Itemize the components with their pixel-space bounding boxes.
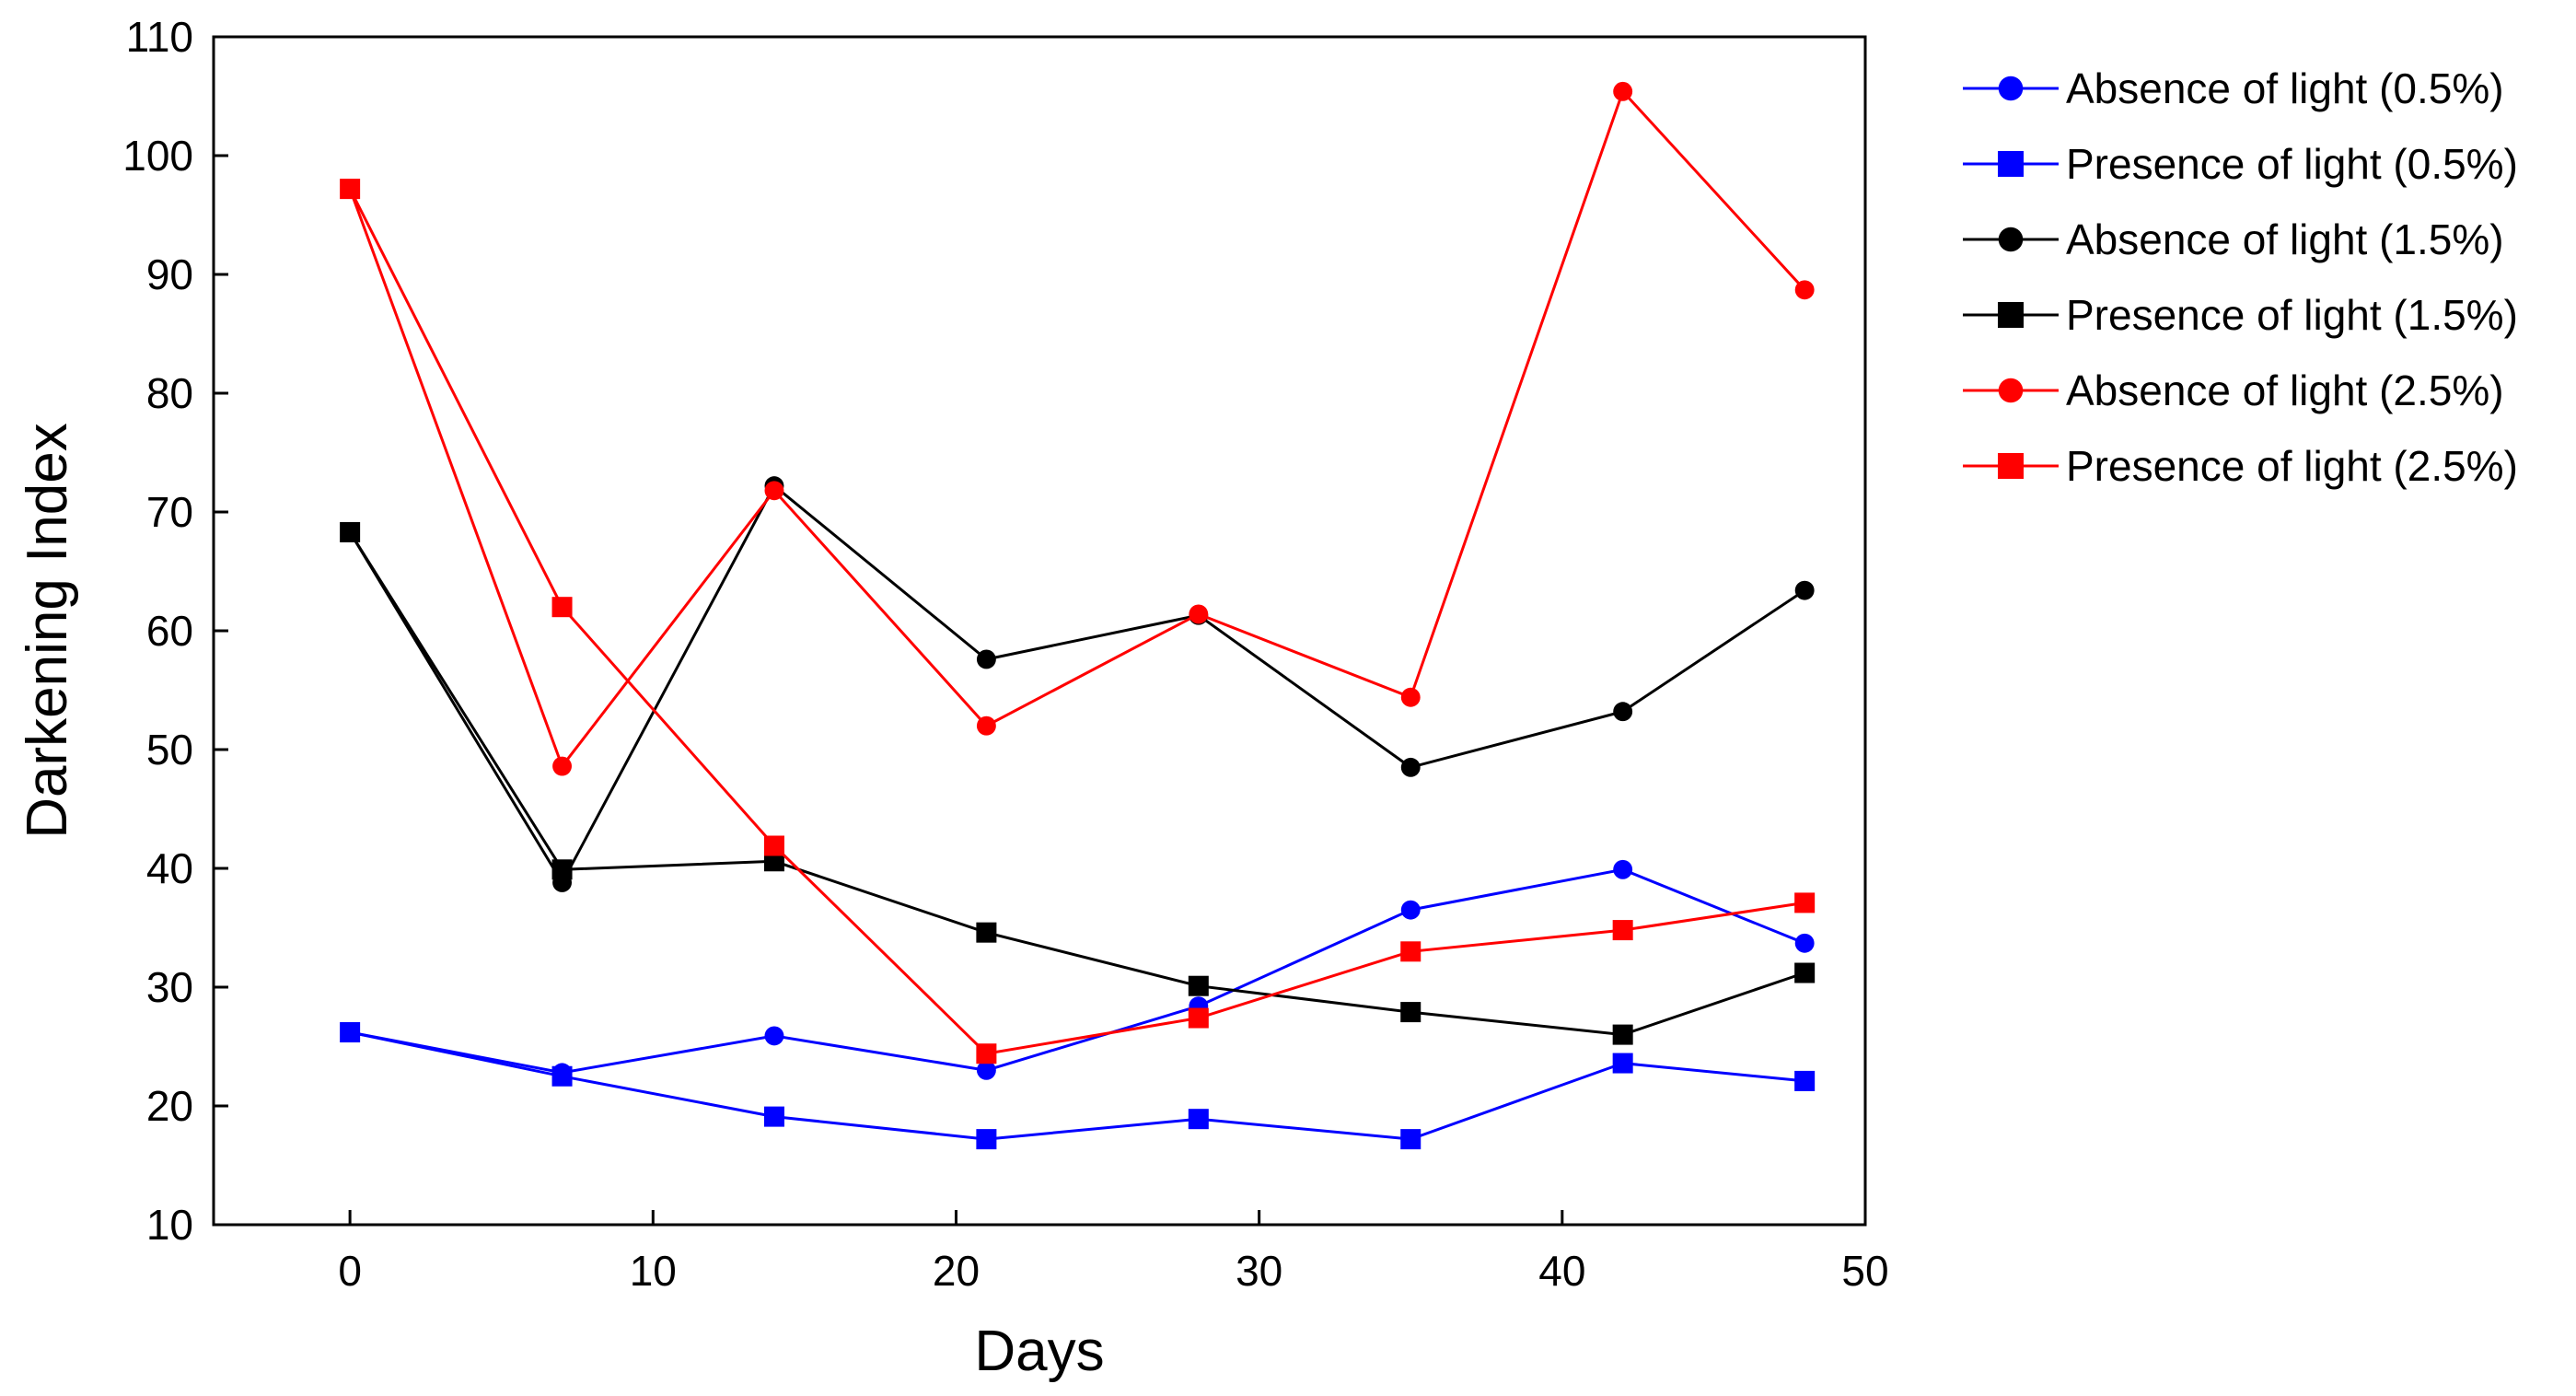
legend-marker <box>1998 227 2024 252</box>
data-point <box>1612 1024 1633 1045</box>
y-tick-label: 60 <box>146 607 193 655</box>
data-point <box>551 859 573 880</box>
data-point <box>551 597 573 618</box>
y-tick-label: 30 <box>146 963 193 1011</box>
y-tick-label: 20 <box>146 1082 193 1130</box>
legend-item: Presence of light (1.5%) <box>1963 291 2518 339</box>
series-line <box>349 1030 1805 1141</box>
x-tick-label: 20 <box>933 1247 980 1295</box>
data-point <box>1794 933 1815 953</box>
axes-layer: 10 20 30 40 50 60 70 80 90 100 110 0 10 20 30 40 50 <box>122 13 1888 1295</box>
y-tick-label: 80 <box>146 369 193 417</box>
series-layer <box>340 81 1816 1150</box>
data-point <box>1188 1007 1209 1029</box>
data-point <box>763 835 784 856</box>
data-point <box>976 649 996 669</box>
x-tick-label: 30 <box>1236 1247 1282 1295</box>
y-tick-label: 10 <box>146 1201 193 1249</box>
legend-label: Absence of light (1.5%) <box>2066 215 2504 263</box>
data-point <box>1400 1129 1421 1150</box>
x-axis-title: Days <box>974 1320 1104 1383</box>
legend-item: Absence of light (0.5%) <box>1963 64 2504 112</box>
data-point <box>976 1060 996 1080</box>
y-tick-label: 40 <box>146 844 193 892</box>
series-1 <box>340 859 1815 1083</box>
legend-item: Presence of light (2.5%) <box>1963 442 2518 490</box>
data-point <box>1613 702 1633 722</box>
data-point <box>1400 1002 1421 1023</box>
data-point <box>763 851 784 872</box>
legend-label: Presence of light (1.5%) <box>2066 291 2518 339</box>
series-6 <box>340 179 1816 1064</box>
data-point <box>976 1043 997 1064</box>
data-point <box>1612 920 1633 941</box>
data-point <box>1794 280 1815 300</box>
data-point <box>976 715 996 736</box>
legend-label: Presence of light (2.5%) <box>2066 442 2518 490</box>
data-point <box>1400 900 1421 920</box>
y-tick-label: 70 <box>146 488 193 536</box>
data-point <box>1613 859 1633 879</box>
legend-item: Absence of light (1.5%) <box>1963 215 2504 263</box>
data-point <box>1613 81 1633 101</box>
data-point <box>976 922 997 943</box>
x-tick-label: 40 <box>1538 1247 1585 1295</box>
series-line <box>348 531 1805 1037</box>
series-line <box>349 867 1805 1075</box>
y-tick-label: 90 <box>146 250 193 298</box>
data-point <box>340 1022 361 1043</box>
data-point <box>1794 1070 1816 1091</box>
data-point <box>764 1026 784 1046</box>
legend-marker <box>1998 151 2024 177</box>
data-point <box>1794 892 1816 913</box>
data-point <box>340 521 361 542</box>
data-point <box>1612 1053 1633 1074</box>
data-point <box>1188 975 1209 996</box>
legend-label: Absence of light (2.5%) <box>2066 366 2504 414</box>
y-axis-title: Darkening Index <box>16 423 79 839</box>
y-tick-label: 100 <box>122 132 193 180</box>
y-tick-label: 110 <box>126 13 193 61</box>
x-tick-label: 10 <box>630 1247 677 1295</box>
legend-marker <box>1998 378 2024 403</box>
y-tick-label: 50 <box>146 726 193 774</box>
legend-label: Absence of light (0.5%) <box>2066 64 2504 112</box>
data-point <box>1794 962 1816 983</box>
legend-marker <box>1998 76 2024 101</box>
x-tick-label: 0 <box>338 1247 362 1295</box>
series-line <box>348 88 1806 770</box>
x-tick-label: 50 <box>1841 1247 1888 1295</box>
series-4 <box>340 521 1816 1045</box>
legend-label: Presence of light (0.5%) <box>2066 140 2518 188</box>
data-point <box>1189 604 1209 624</box>
data-point <box>1188 1109 1209 1130</box>
data-point <box>1794 580 1815 600</box>
data-point <box>1400 687 1421 707</box>
legend-marker <box>1998 302 2024 328</box>
series-5 <box>340 81 1815 776</box>
data-point <box>764 481 784 501</box>
legend-marker <box>1998 453 2024 479</box>
series-line <box>348 188 1805 1055</box>
data-point <box>552 756 573 776</box>
series-line <box>348 483 1806 886</box>
data-point <box>763 1106 784 1127</box>
series-2 <box>340 1022 1816 1150</box>
data-point <box>1400 941 1421 962</box>
data-point <box>551 1065 573 1087</box>
data-point <box>976 1129 997 1150</box>
legend-item: Presence of light (0.5%) <box>1963 140 2518 188</box>
data-point <box>1400 757 1421 777</box>
legend-item: Absence of light (2.5%) <box>1963 366 2504 414</box>
data-point <box>340 179 361 200</box>
legend: Absence of light (0.5%) Presence of light… <box>1963 64 2518 490</box>
